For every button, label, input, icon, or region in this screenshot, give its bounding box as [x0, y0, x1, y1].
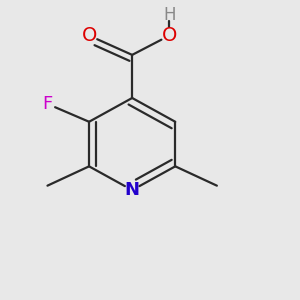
Text: N: N	[125, 181, 140, 199]
Text: F: F	[42, 95, 52, 113]
Text: O: O	[81, 26, 97, 45]
Text: O: O	[162, 26, 177, 45]
Text: H: H	[163, 6, 176, 24]
